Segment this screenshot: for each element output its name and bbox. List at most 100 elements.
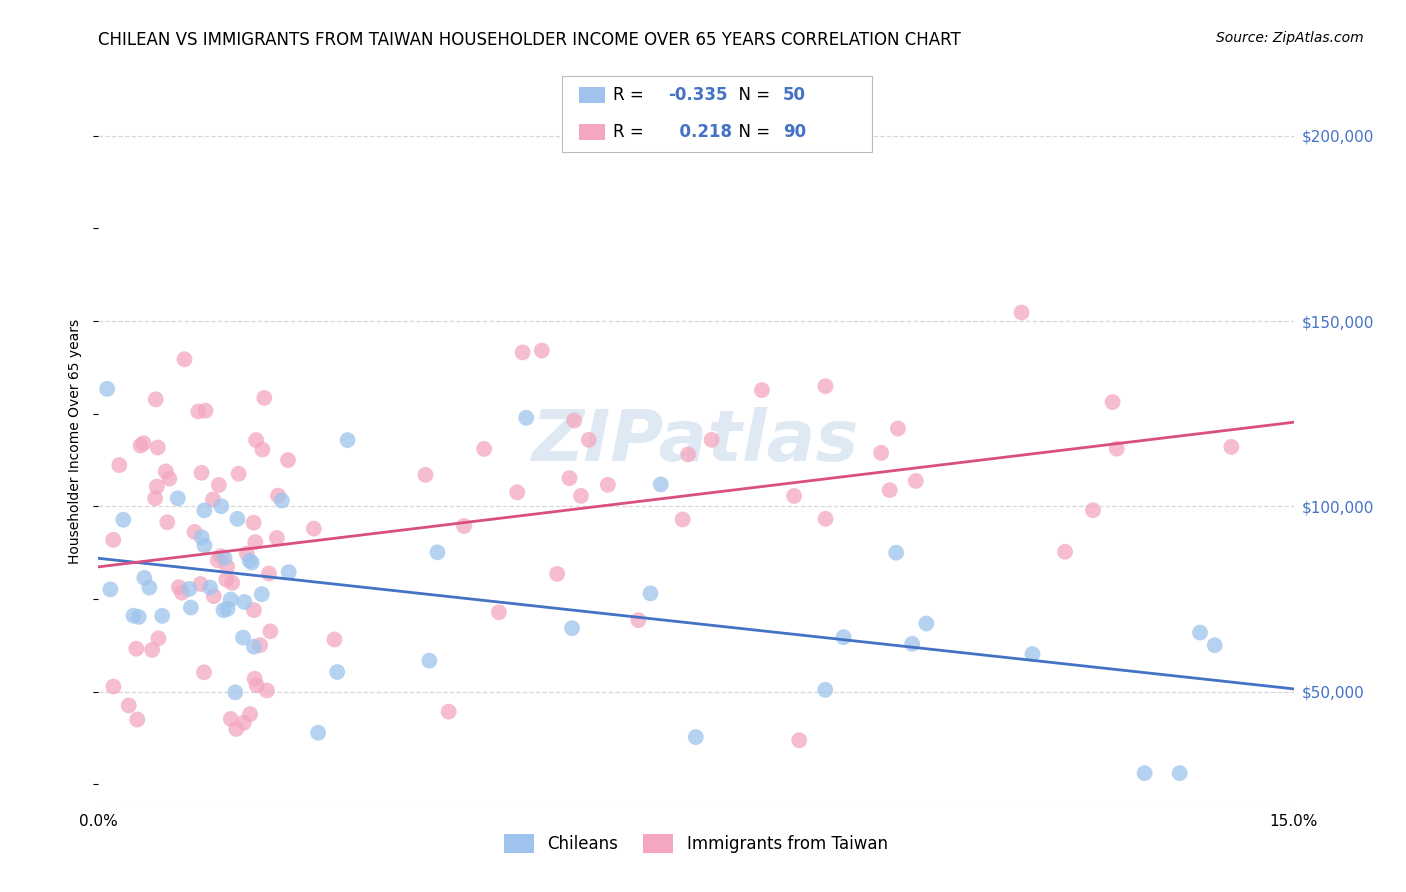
Point [125,641,148,656]
Point [103,533,125,547]
Point [243,603,266,617]
Point [870,446,893,460]
Point [209,549,232,563]
Point [233,595,256,609]
Point [190,466,212,480]
Point [201,492,224,507]
Point [219,592,242,607]
Point [250,587,273,601]
Point [219,712,242,726]
Text: 0.218: 0.218 [668,123,733,141]
Point [627,613,650,627]
Text: ZIPatlas: ZIPatlas [533,407,859,476]
Point [901,637,924,651]
Point [155,465,177,479]
Point [224,685,246,699]
Point [783,489,806,503]
Point [1081,503,1104,517]
Point [240,556,263,570]
Point [814,682,837,697]
Point [832,630,855,644]
Point [415,467,437,482]
Point [180,600,202,615]
Point [1220,440,1243,454]
Point [887,421,910,435]
Point [245,535,267,549]
Point [546,566,568,581]
Point [190,577,212,591]
Point [118,698,141,713]
Text: Source: ZipAtlas.com: Source: ZipAtlas.com [1216,31,1364,45]
Point [167,580,190,594]
Point [302,522,325,536]
Point [132,436,155,450]
Point [751,383,773,397]
Text: -0.335: -0.335 [668,87,727,104]
Point [1011,305,1033,319]
Point [530,343,553,358]
Point [207,553,229,567]
Point [187,404,209,418]
Point [193,538,215,552]
Point [232,715,254,730]
Point [323,632,346,647]
Point [242,516,264,530]
Text: 50: 50 [783,87,806,104]
Point [243,640,266,654]
Point [128,610,150,624]
Text: R =: R = [613,123,650,141]
Point [150,608,173,623]
Point [562,413,585,427]
Point [256,683,278,698]
Point [453,519,475,533]
Point [512,345,534,359]
Point [166,491,188,506]
Point [103,680,125,694]
Point [236,547,259,561]
Point [650,477,672,491]
Point [904,474,927,488]
Point [1204,638,1226,652]
Point [193,665,215,680]
Point [1133,766,1156,780]
Point [561,621,583,635]
Point [221,575,243,590]
Point [1054,545,1077,559]
Point [170,585,193,599]
Point [418,654,440,668]
Point [879,483,901,497]
Point [252,442,274,457]
Point [259,624,281,639]
Point [1101,395,1123,409]
Point [157,472,180,486]
Point [143,491,166,506]
Point [267,489,290,503]
Point [239,553,262,567]
Point [596,478,619,492]
Point [215,573,238,587]
Point [515,410,537,425]
Point [173,352,195,367]
Point [1189,625,1212,640]
Point [129,438,152,452]
Text: 90: 90 [783,123,806,141]
Point [98,582,121,597]
Point [249,638,271,652]
Y-axis label: Householder Income Over 65 years: Householder Income Over 65 years [69,319,83,564]
Point [676,447,699,461]
Point [239,707,262,722]
Point [884,546,907,560]
Text: CHILEAN VS IMMIGRANTS FROM TAIWAN HOUSEHOLDER INCOME OVER 65 YEARS CORRELATION C: CHILEAN VS IMMIGRANTS FROM TAIWAN HOUSEH… [98,31,962,49]
Point [437,705,460,719]
Point [202,589,225,603]
Point [156,515,179,529]
Point [209,500,232,514]
Point [96,382,118,396]
Point [1021,647,1043,661]
Point [148,632,170,646]
Point [179,582,201,596]
Point [671,512,693,526]
Point [208,478,231,492]
Point [1105,442,1128,456]
Point [257,566,280,581]
